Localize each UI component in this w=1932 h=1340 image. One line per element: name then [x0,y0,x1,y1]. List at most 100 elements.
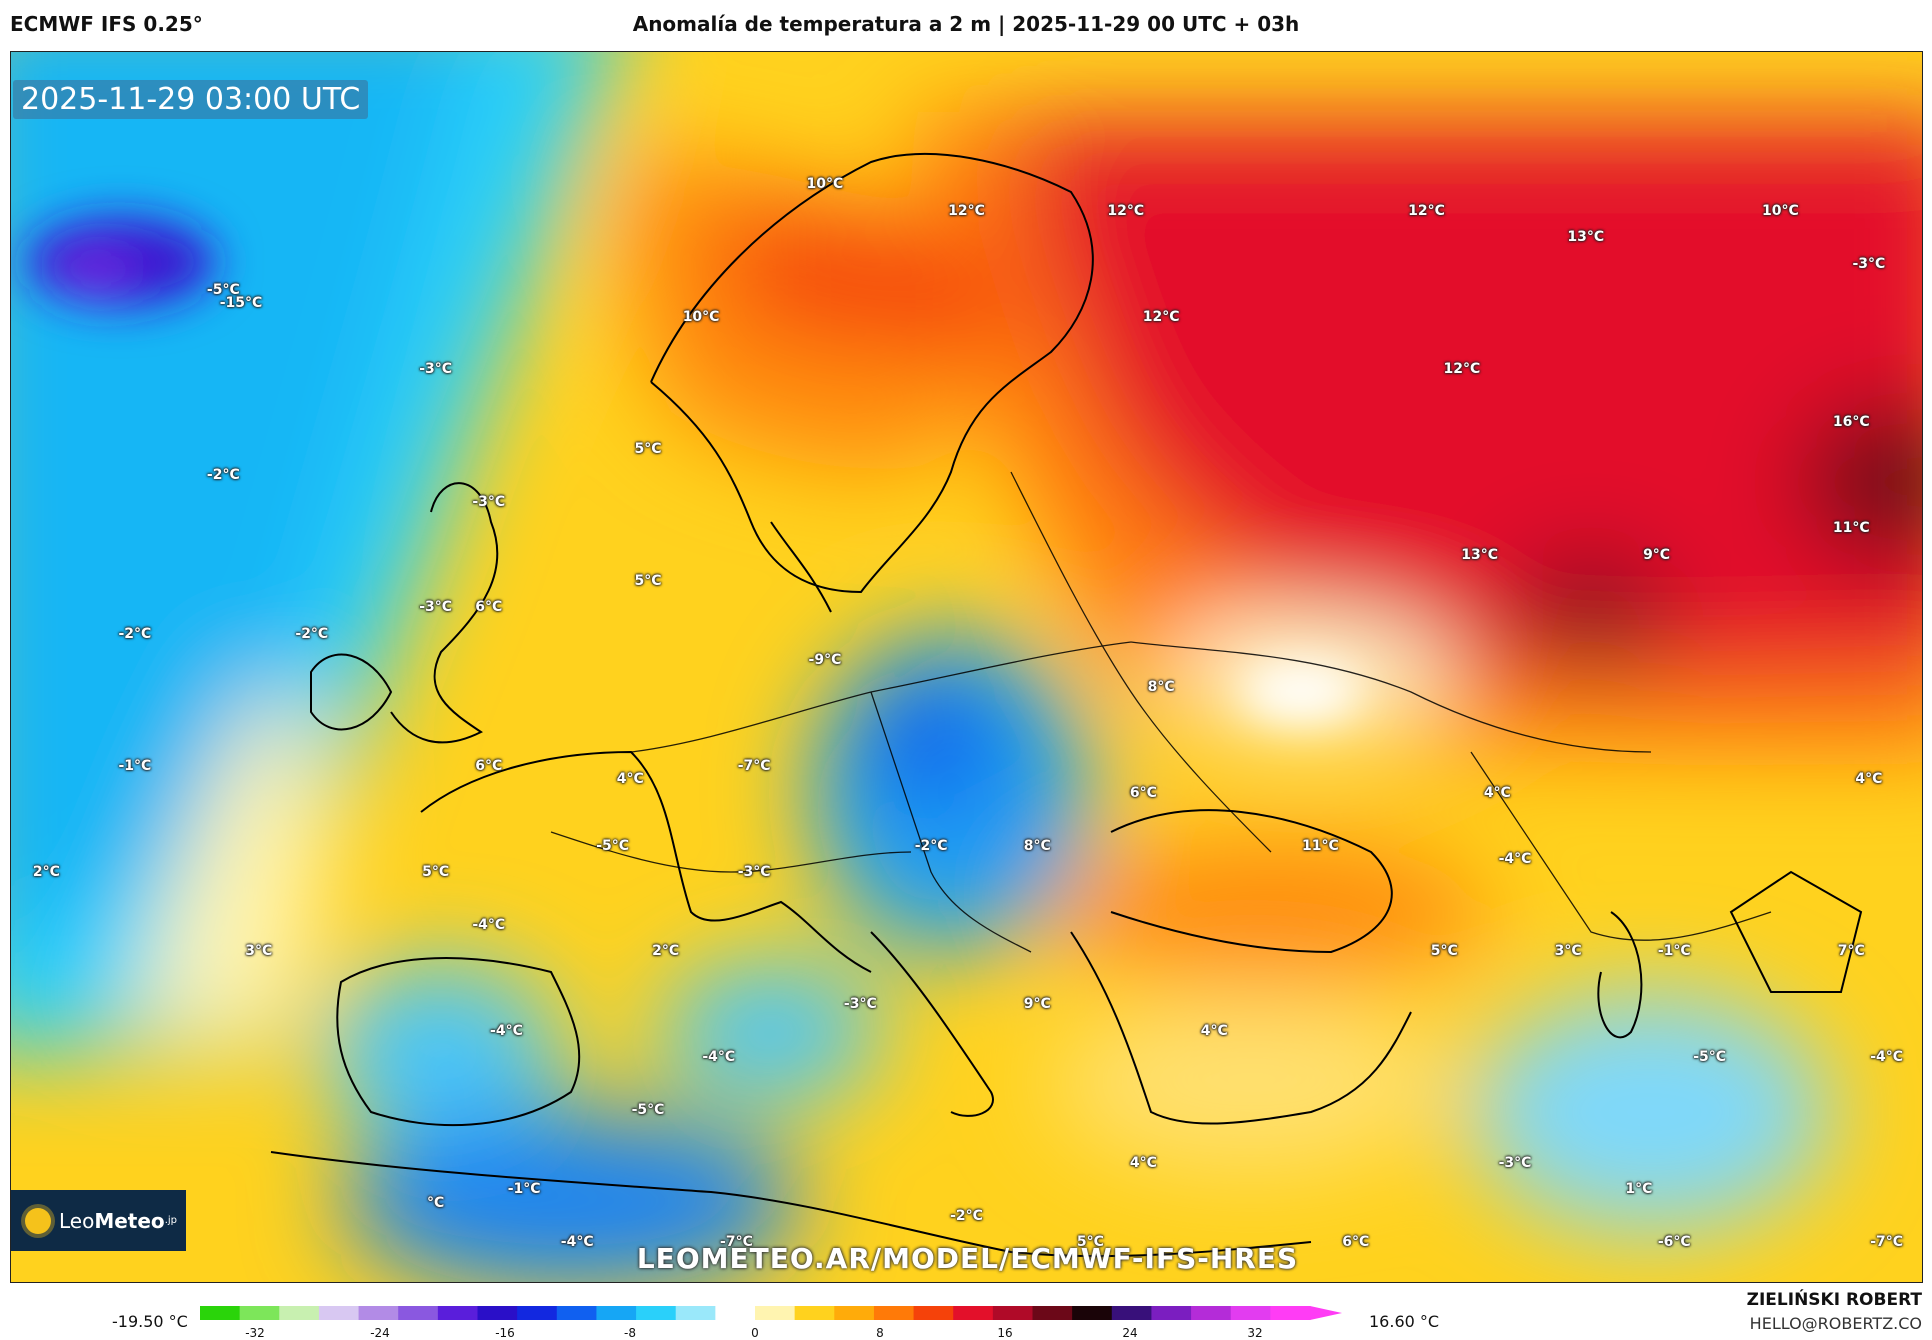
logo-text-light: Leo [59,1208,95,1233]
temperature-label: 6°C [1342,1234,1370,1251]
temperature-label: 12°C [1408,202,1445,219]
temperature-label: 8°C [1147,678,1175,695]
colorbar-segment [279,1306,320,1320]
temperature-label: 5°C [1430,943,1458,960]
colorbar-segment [715,1306,756,1320]
colorbar-segment [477,1306,518,1320]
anomaly-field [11,52,1922,1282]
legend-tick: 0 [751,1326,759,1340]
watermark-url: LEOMETEO.AR/MODEL/ECMWF-IFS-HRES [636,1242,1299,1275]
temperature-label: -3°C [472,493,506,510]
map-title: Anomalía de temperatura a 2 m | 2025-11-… [632,12,1300,36]
temperature-label: 2°C [32,864,60,880]
temperature-label: -3°C [419,599,453,616]
legend-tick: 24 [1122,1326,1138,1340]
temperature-label: 8°C [1023,837,1051,854]
colorbar-segment [1032,1306,1073,1320]
temperature-label: 11°C [1301,837,1339,854]
temperature-label: 7°C [1837,943,1865,960]
colorbar-segment [517,1306,558,1320]
temperature-label: -1°C [507,1181,541,1198]
temperature-label: 3°C [1554,943,1582,960]
temperature-label: 12°C [1142,308,1180,325]
warm-turkey [1051,992,1451,1172]
legend-tick: -16 [495,1326,515,1340]
temperature-label: 12°C [948,202,985,219]
cold-north-africa [341,1112,801,1282]
temperature-label: 4°C [616,771,644,788]
temperature-label: -4°C [1498,850,1532,867]
logo-suffix: .jp [164,1215,177,1226]
legend-tick: -32 [245,1326,265,1340]
temperature-label: 16°C [1832,414,1870,431]
temperature-label: 6°C [475,758,503,775]
colorbar-segment [1111,1306,1153,1320]
temperature-label: 4°C [1200,1022,1228,1039]
colorbar-segment [794,1306,835,1320]
temperature-label: -2°C [950,1207,983,1224]
temperature-label: 5°C [422,864,450,880]
temperature-label: 4°C [1129,1154,1157,1171]
legend-tick: -8 [624,1326,636,1340]
temperature-label: -5°C [631,1102,665,1119]
temperature-label: -4°C [702,1049,736,1066]
temperature-label: -5°C [1693,1049,1727,1066]
temperature-anomaly-map[interactable]: 2025-11-29 03:00 UTC -5°C -15°C -3°C -2°C -3… [10,51,1923,1283]
legend-max-label: 16.60 °C [1369,1312,1440,1331]
legend-tick: -24 [370,1326,390,1340]
leometeo-logo[interactable]: Leo Meteo .jp [11,1190,186,1251]
temperature-label: 1°C [1625,1181,1653,1198]
temperature-label: -1°C [118,758,152,775]
cold-iberia [321,962,561,1142]
legend-tick: 8 [876,1326,884,1340]
temperature-label: 2°C [652,943,680,960]
colorbar-segment [1151,1306,1192,1320]
coastlines [270,152,1863,1258]
colorbar-segment [675,1306,716,1320]
temperature-label: -2°C [206,467,240,484]
temperature-label: 5°C [634,573,662,590]
colorbar-segment [913,1306,954,1320]
temperature-label: 4°C [1855,771,1883,788]
colorbar-segment [953,1306,994,1320]
temperature-label: 10°C [806,176,844,193]
colorbar-segment [992,1306,1034,1320]
colorbar-segment [596,1306,637,1320]
temperature-label: 6°C [1129,784,1157,801]
colorbar-segment [556,1306,598,1320]
temperature-label: -3°C [737,864,771,880]
temperature-label: 4°C [1483,784,1511,801]
temperature-label: -3°C [843,996,877,1013]
temperature-label: 6°C [475,599,503,616]
colorbar-segment [755,1306,796,1320]
logo-text-bold: Meteo [94,1208,165,1233]
cool-transition-zone [131,672,324,1032]
legend-tick: 32 [1247,1326,1263,1340]
author-name: ZIELIŃSKI ROBERT [1746,1290,1922,1310]
valid-time-stamp: 2025-11-29 03:00 UTC [13,80,369,119]
temperature-label: -4°C [472,916,506,933]
colorbar-segment [318,1306,360,1320]
temperature-label: -7°C [1870,1234,1904,1251]
temperature-label: -4°C [1870,1049,1904,1066]
author-email[interactable]: HELLO@ROBERTZ.CO [1749,1314,1922,1333]
sun-icon [25,1207,51,1234]
colorbar-segment [1191,1306,1232,1320]
temperature-label: -9°C [808,652,842,669]
temperature-label: 11°C [1832,520,1870,537]
colorbar-segment [834,1306,875,1320]
colorbar-segment [1230,1306,1271,1320]
temperature-label: -2°C [118,625,152,642]
legend-min-label: -19.50 °C [112,1312,188,1331]
colorbar-segment [437,1306,479,1320]
colorbar-segment [1072,1306,1113,1320]
temperature-label: -2°C [295,625,329,642]
colorbar-segment [873,1306,915,1320]
colorbar-max-arrow [1310,1306,1342,1320]
temperature-label: -6°C [1657,1234,1691,1251]
temperature-label: -5°C [206,282,240,299]
temperature-label: °C [427,1194,445,1211]
temperature-label: 13°C [1567,229,1605,246]
temperature-label: -15°C [219,295,263,312]
temperature-label: -4°C [560,1234,594,1251]
